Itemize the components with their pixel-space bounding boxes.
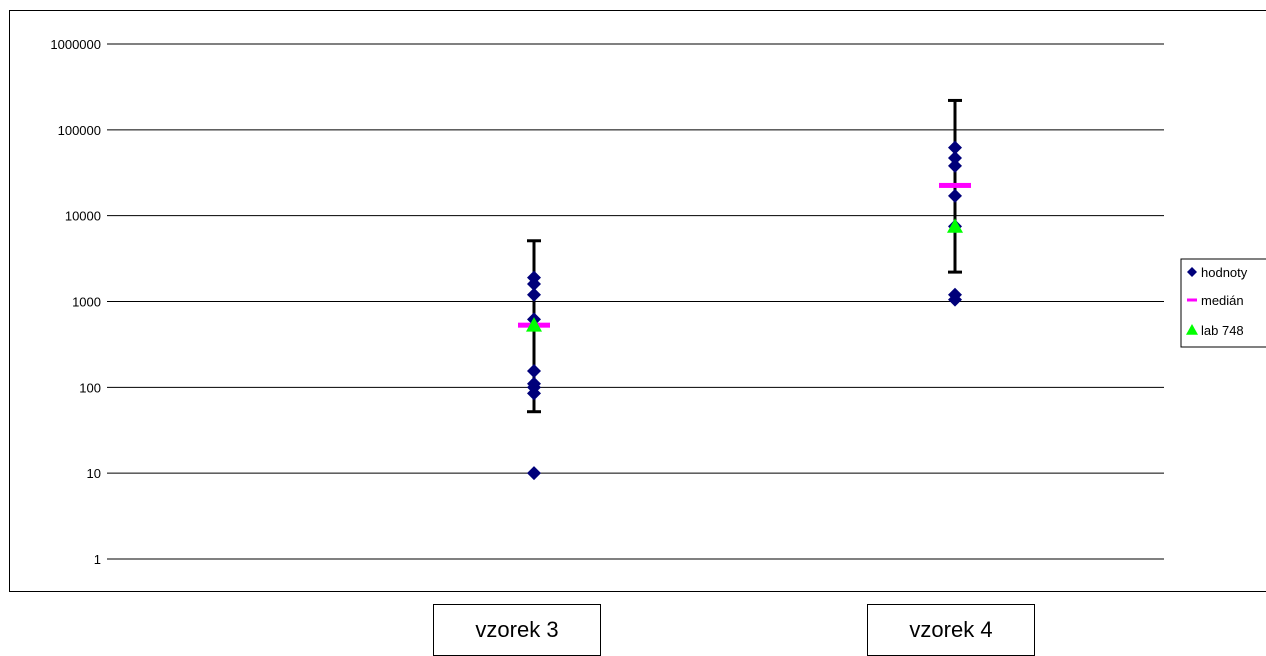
legend-label: lab 748 <box>1201 323 1244 338</box>
legend-label: hodnoty <box>1201 265 1248 280</box>
y-tick-label: 10000 <box>65 209 101 224</box>
chart: 1 10 100 1000 10000 100000 1000000 hodnoty medi… <box>50 37 1266 567</box>
hodnoty-point <box>948 140 962 155</box>
y-tick-label: 1000000 <box>50 37 101 52</box>
legend-icon-lab-748 <box>1186 324 1198 335</box>
hodnoty-point <box>948 292 962 307</box>
legend: hodnoty medián lab 748 <box>1180 258 1266 348</box>
category-label-vzorek-3: vzorek 3 <box>433 604 601 656</box>
legend-label: medián <box>1201 293 1244 308</box>
y-tick-label: 1 <box>94 552 101 567</box>
hodnoty-point <box>527 287 541 302</box>
lab-748-marker <box>947 218 963 233</box>
category-label-vzorek-4: vzorek 4 <box>867 604 1035 656</box>
y-tick-label: 1000 <box>72 295 101 310</box>
y-tick-label: 100 <box>79 380 101 395</box>
hodnoty-point <box>527 276 541 291</box>
y-tick-label: 10 <box>87 466 101 481</box>
hodnoty-point <box>948 150 962 165</box>
hodnoty-point <box>527 386 541 401</box>
legend-icon-median <box>1187 298 1197 302</box>
y-tick-label: 100000 <box>58 123 101 138</box>
y-tick-labels: 1 10 100 1000 10000 100000 1000000 <box>50 37 101 567</box>
data-points <box>518 140 971 481</box>
error-bars <box>527 98 962 414</box>
hodnoty-point <box>527 363 541 378</box>
hodnoty-point <box>527 466 541 481</box>
hodnoty-point <box>948 158 962 173</box>
lab-748-marker <box>526 317 542 332</box>
legend-icon-hodnoty <box>1187 267 1197 277</box>
hodnoty-point <box>948 188 962 203</box>
grid-layer <box>107 43 1164 560</box>
median-marker <box>939 182 971 188</box>
